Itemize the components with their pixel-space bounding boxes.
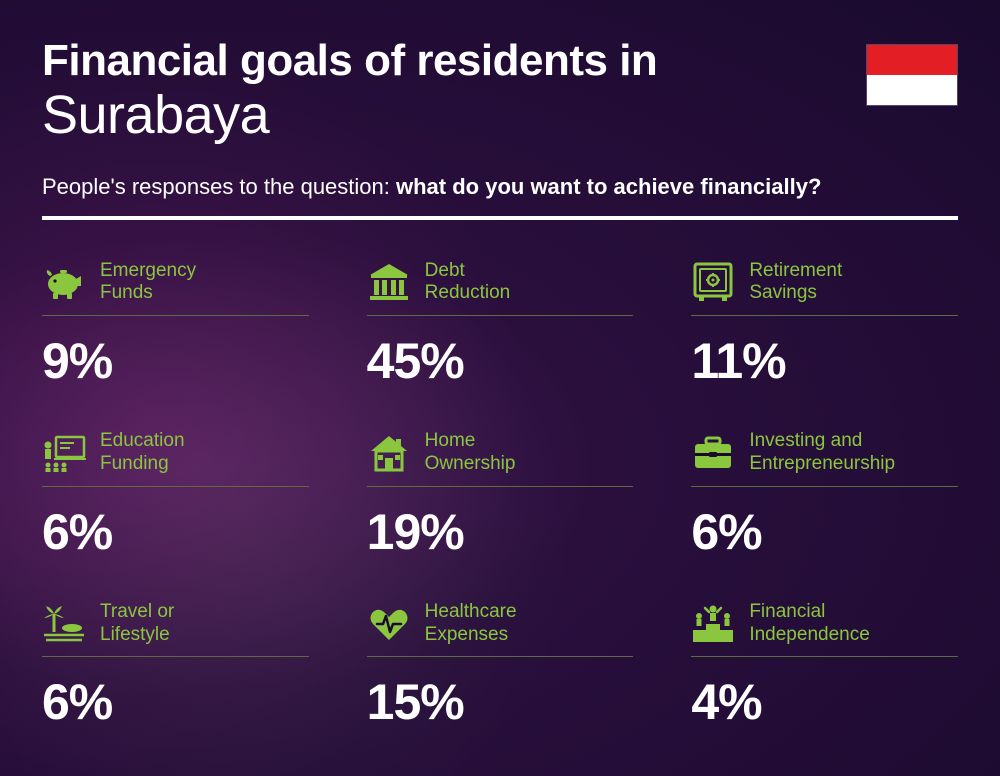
stat-card: FinancialIndependence 4% — [691, 601, 958, 732]
stat-value: 19% — [367, 503, 634, 561]
stat-label-line2: Lifestyle — [100, 624, 174, 647]
stat-label: Travel orLifestyle — [100, 601, 174, 647]
safe-icon — [691, 260, 735, 304]
bank-icon — [367, 260, 411, 304]
stat-label-line1: Travel or — [100, 601, 174, 624]
stat-card-head: Investing andEntrepreneurship — [691, 430, 958, 487]
stat-value: 6% — [691, 503, 958, 561]
stat-card: EmergencyFunds 9% — [42, 260, 309, 391]
header: Financial goals of residents in Surabaya… — [42, 38, 958, 220]
stat-card: EducationFunding 6% — [42, 430, 309, 561]
healthcare-icon — [367, 602, 411, 646]
travel-icon — [42, 602, 86, 646]
flag-stripe-bottom — [867, 75, 957, 105]
flag-indonesia — [866, 44, 958, 106]
stat-card: HomeOwnership 19% — [367, 430, 634, 561]
podium-icon — [691, 602, 735, 646]
stat-card-head: HomeOwnership — [367, 430, 634, 487]
stat-label: RetirementSavings — [749, 260, 842, 306]
stat-card: DebtReduction 45% — [367, 260, 634, 391]
stat-card-head: EmergencyFunds — [42, 260, 309, 317]
stat-label: Investing andEntrepreneurship — [749, 430, 895, 476]
stat-card-head: HealthcareExpenses — [367, 601, 634, 658]
title-line-1: Financial goals of residents in — [42, 38, 958, 84]
education-icon — [42, 431, 86, 475]
title-line-2: Surabaya — [42, 86, 958, 145]
stat-label-line2: Reduction — [425, 282, 511, 305]
stat-label-line2: Entrepreneurship — [749, 453, 895, 476]
stat-label-line1: Home — [425, 430, 516, 453]
stat-card-head: RetirementSavings — [691, 260, 958, 317]
stat-value: 9% — [42, 332, 309, 390]
stat-value: 6% — [42, 673, 309, 731]
stat-card-head: Travel orLifestyle — [42, 601, 309, 658]
stat-label-line1: Financial — [749, 601, 869, 624]
flag-stripe-top — [867, 45, 957, 75]
stat-label: EducationFunding — [100, 430, 185, 476]
stat-label-line1: Healthcare — [425, 601, 517, 624]
stat-label-line1: Investing and — [749, 430, 895, 453]
stat-card: HealthcareExpenses 15% — [367, 601, 634, 732]
subtitle: People's responses to the question: what… — [42, 174, 958, 200]
stat-card: Travel orLifestyle 6% — [42, 601, 309, 732]
stat-label-line2: Savings — [749, 282, 842, 305]
stat-label: FinancialIndependence — [749, 601, 869, 647]
infographic-container: Financial goals of residents in Surabaya… — [0, 0, 1000, 769]
stat-value: 45% — [367, 332, 634, 390]
stat-label-line2: Expenses — [425, 624, 517, 647]
stat-value: 15% — [367, 673, 634, 731]
stat-card-head: FinancialIndependence — [691, 601, 958, 658]
stat-label-line2: Funding — [100, 453, 185, 476]
stat-label: EmergencyFunds — [100, 260, 196, 306]
subtitle-bold: what do you want to achieve financially? — [396, 174, 821, 199]
stat-label-line2: Independence — [749, 624, 869, 647]
header-divider — [42, 216, 958, 220]
stat-label-line1: Education — [100, 430, 185, 453]
stat-label-line2: Funds — [100, 282, 196, 305]
stat-card-head: EducationFunding — [42, 430, 309, 487]
stat-label-line1: Debt — [425, 260, 511, 283]
stat-value: 6% — [42, 503, 309, 561]
stat-label: DebtReduction — [425, 260, 511, 306]
stat-label-line2: Ownership — [425, 453, 516, 476]
stat-card: Investing andEntrepreneurship 6% — [691, 430, 958, 561]
house-icon — [367, 431, 411, 475]
subtitle-prefix: People's responses to the question: — [42, 174, 396, 199]
stat-value: 4% — [691, 673, 958, 731]
stat-label-line1: Emergency — [100, 260, 196, 283]
piggy-bank-icon — [42, 260, 86, 304]
stat-label: HealthcareExpenses — [425, 601, 517, 647]
stat-card: RetirementSavings 11% — [691, 260, 958, 391]
stat-value: 11% — [691, 332, 958, 390]
briefcase-icon — [691, 431, 735, 475]
stat-card-head: DebtReduction — [367, 260, 634, 317]
stats-grid: EmergencyFunds 9% DebtReduction 45% Retireme… — [42, 260, 958, 732]
stat-label: HomeOwnership — [425, 430, 516, 476]
stat-label-line1: Retirement — [749, 260, 842, 283]
